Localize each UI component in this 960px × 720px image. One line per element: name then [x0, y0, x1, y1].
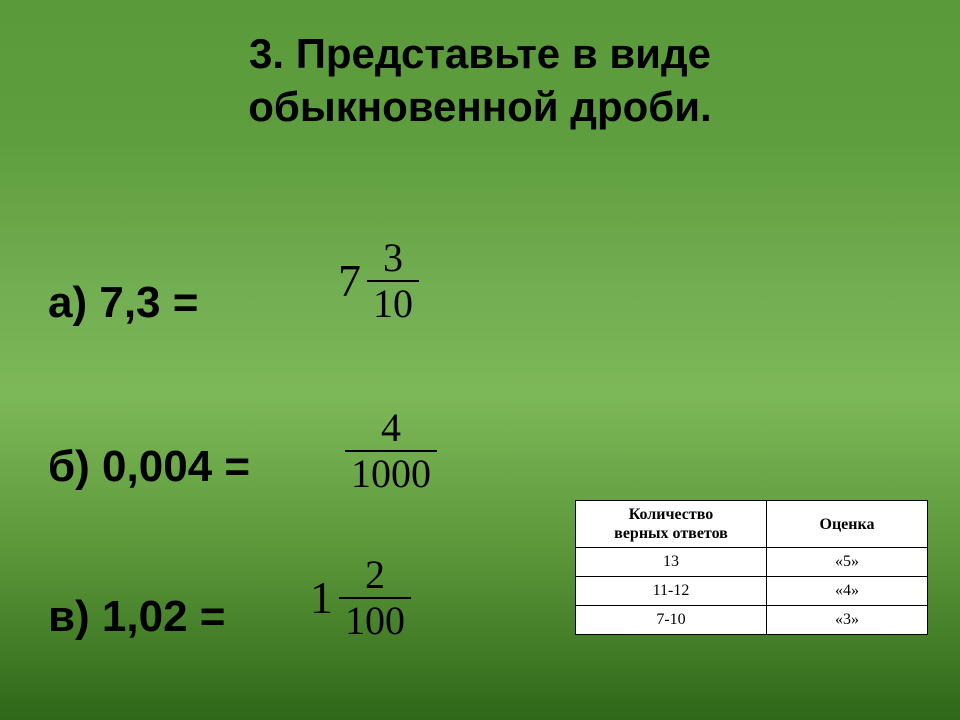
slide-title: 3. Представьте в виде обыкновенной дроби…: [0, 28, 960, 133]
grade-table: Количество верных ответов Оценка 13 «5» …: [575, 500, 928, 635]
cell-grade: «5»: [767, 548, 928, 577]
title-line2: обыкновенной дроби.: [248, 83, 711, 130]
header-count-l1: Количество: [629, 506, 714, 523]
table-row: 13 «5»: [576, 548, 928, 577]
table-row: 7-10 «3»: [576, 606, 928, 635]
cell-grade: «3»: [767, 606, 928, 635]
answer-c-whole: 1: [310, 575, 333, 621]
table-row: 11-12 «4»: [576, 577, 928, 606]
problem-a-label: а) 7,3 =: [48, 278, 198, 328]
cell-grade: «4»: [767, 577, 928, 606]
cell-count: 11-12: [576, 577, 767, 606]
answer-a-denominator: 10: [367, 280, 419, 324]
header-count: Количество верных ответов: [576, 501, 767, 548]
answer-c-numerator: 2: [359, 555, 391, 597]
answer-a: 7 3 10: [338, 238, 419, 324]
header-count-l2: верных ответов: [614, 525, 728, 542]
answer-b-fraction: 4 1000: [345, 408, 437, 494]
slide: 3. Представьте в виде обыкновенной дроби…: [0, 0, 960, 720]
header-grade: Оценка: [767, 501, 928, 548]
cell-count: 13: [576, 548, 767, 577]
header-grade-l1: Оценка: [820, 516, 875, 533]
answer-c: 1 2 100: [310, 555, 411, 641]
title-line1: 3. Представьте в виде: [249, 30, 711, 77]
answer-b-numerator: 4: [375, 408, 407, 450]
answer-a-whole: 7: [338, 258, 361, 304]
table-header-row: Количество верных ответов Оценка: [576, 501, 928, 548]
answer-b-denominator: 1000: [345, 450, 437, 494]
answer-c-denominator: 100: [339, 597, 411, 641]
answer-a-fraction: 3 10: [367, 238, 419, 324]
answer-b: 4 1000: [345, 408, 437, 494]
answer-c-fraction: 2 100: [339, 555, 411, 641]
problem-b-label: б) 0,004 =: [48, 442, 250, 492]
problem-c-label: в) 1,02 =: [48, 592, 225, 642]
cell-count: 7-10: [576, 606, 767, 635]
answer-a-numerator: 3: [377, 238, 409, 280]
